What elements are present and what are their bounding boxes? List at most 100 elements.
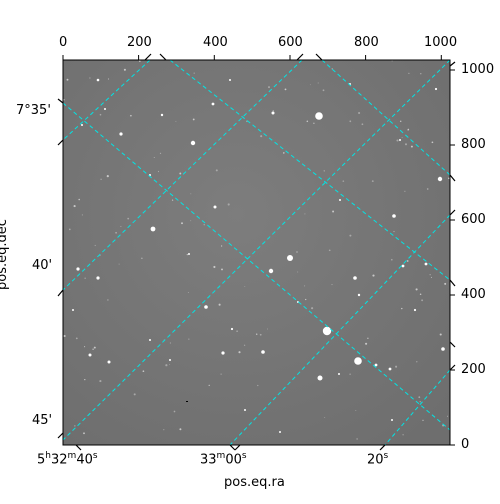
faint-star xyxy=(142,370,145,373)
faint-star xyxy=(163,429,165,431)
dec-grid-line xyxy=(63,102,450,431)
right-tick-label: 200 xyxy=(461,362,486,377)
ra-tick-label: 20s xyxy=(367,451,389,468)
faint-star xyxy=(421,299,424,302)
faint-star xyxy=(349,373,351,375)
faint-star xyxy=(406,260,409,262)
faint-star xyxy=(186,253,188,256)
faint-star xyxy=(439,333,442,336)
star xyxy=(119,132,123,136)
ra-grid-line xyxy=(384,369,450,445)
faint-star xyxy=(328,249,331,252)
faint-star xyxy=(296,251,298,253)
faint-star xyxy=(448,177,450,180)
star xyxy=(287,255,293,261)
right-tick-label: 1000 xyxy=(461,62,495,77)
faint-star xyxy=(84,346,86,348)
star xyxy=(204,305,208,309)
faint-star xyxy=(304,285,306,287)
faint-star xyxy=(396,139,399,142)
faint-star xyxy=(107,299,109,301)
ra-tick-label: 33m00s xyxy=(200,451,247,468)
faint-star xyxy=(358,111,361,115)
top-tick-label: 800 xyxy=(354,35,379,50)
faint-star xyxy=(391,60,393,62)
faint-star xyxy=(153,156,155,158)
star xyxy=(339,199,341,201)
star xyxy=(392,214,396,218)
faint-star xyxy=(349,120,352,123)
faint-star xyxy=(407,128,410,131)
star xyxy=(399,139,401,141)
faint-star xyxy=(92,348,94,350)
faint-star xyxy=(422,419,424,421)
star xyxy=(388,367,392,371)
sky-image xyxy=(63,60,450,445)
faint-star xyxy=(203,224,205,226)
faint-star xyxy=(139,60,141,63)
faint-star xyxy=(63,334,66,338)
faint-star xyxy=(188,338,190,340)
faint-star xyxy=(371,180,374,183)
star xyxy=(261,350,265,354)
star xyxy=(213,205,217,209)
star xyxy=(268,268,274,274)
faint-star xyxy=(221,268,223,271)
faint-star xyxy=(243,344,246,346)
star xyxy=(437,176,443,182)
faint-star xyxy=(218,303,221,306)
faint-star xyxy=(63,99,65,101)
top-tick-label: 1000 xyxy=(424,35,458,50)
ra-grid-line xyxy=(63,60,450,441)
faint-star xyxy=(179,428,182,431)
faint-star xyxy=(426,188,429,190)
faint-star xyxy=(115,231,118,234)
star xyxy=(441,347,445,351)
star xyxy=(188,253,190,255)
faint-star xyxy=(94,244,96,247)
faint-star xyxy=(157,170,160,173)
faint-star xyxy=(416,361,418,363)
star xyxy=(72,309,74,311)
faint-star xyxy=(355,409,357,411)
dark-pixel xyxy=(186,401,188,402)
faint-star xyxy=(399,120,402,123)
star xyxy=(229,79,231,81)
faint-star xyxy=(304,213,306,215)
faint-star xyxy=(93,346,96,349)
faint-star xyxy=(365,342,368,345)
faint-star xyxy=(257,384,259,387)
faint-star xyxy=(267,328,268,330)
faint-star xyxy=(171,199,174,201)
faint-star xyxy=(419,293,422,296)
star xyxy=(353,276,357,280)
faint-star xyxy=(401,307,403,310)
faint-star xyxy=(74,425,76,427)
faint-star xyxy=(99,113,102,116)
wcs-ticks xyxy=(57,53,456,451)
faint-star xyxy=(402,434,404,436)
faint-star xyxy=(99,380,102,383)
star xyxy=(221,351,225,355)
star xyxy=(169,359,171,361)
dec-grid-line xyxy=(169,60,450,281)
coordinate-grid xyxy=(63,60,450,445)
faint-star xyxy=(260,135,263,138)
faint-star xyxy=(190,193,192,195)
faint-star xyxy=(255,333,258,335)
top-tick-label: 600 xyxy=(278,35,303,50)
star xyxy=(96,78,100,82)
faint-star xyxy=(418,396,421,399)
faint-star xyxy=(215,169,218,172)
faint-star xyxy=(75,337,78,340)
faint-star xyxy=(238,351,241,354)
top-tick-label: 400 xyxy=(203,35,228,50)
faint-star xyxy=(393,230,395,233)
faint-star xyxy=(68,228,71,231)
faint-star xyxy=(419,401,421,403)
faint-star xyxy=(193,72,195,74)
ra-tick-label: 5h32m40s xyxy=(37,451,98,468)
star xyxy=(322,326,332,336)
